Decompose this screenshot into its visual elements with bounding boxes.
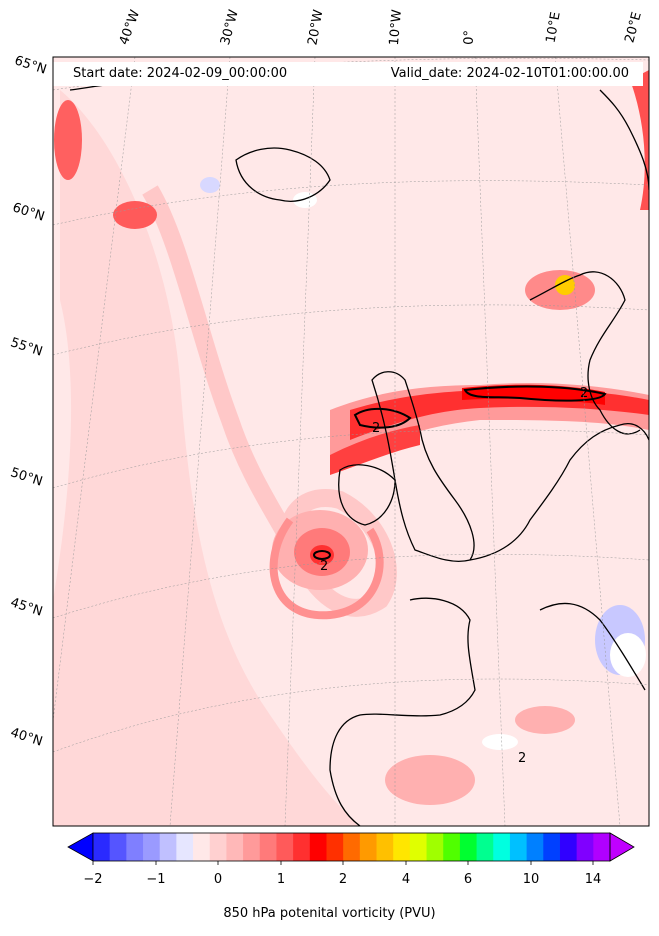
colorbar-swatch	[509, 833, 528, 861]
colorbar-swatch	[493, 833, 511, 861]
colorbar-swatch	[243, 833, 261, 861]
colorbar-border	[92, 832, 611, 862]
colorbar-swatch	[226, 833, 244, 861]
colorbar-tick-label: 10	[522, 872, 540, 887]
colorbar-swatch	[326, 833, 344, 861]
colorbar-swatch	[176, 833, 194, 861]
lon-label: 0°	[461, 29, 478, 46]
contour-label: 2	[320, 559, 328, 574]
colorbar-tick-label: 0	[213, 872, 223, 887]
colorbar-tick-label: 14	[584, 872, 602, 887]
colorbar-swatch	[359, 833, 378, 861]
colorbar-tick-label: −2	[83, 872, 103, 887]
colorbar-tick-label: 4	[401, 872, 411, 887]
colorbar-swatch	[143, 833, 161, 861]
map-frame	[52, 56, 650, 827]
lon-label: 10°W	[386, 8, 405, 47]
colorbar-tick-label: 2	[338, 872, 348, 887]
colorbar-swatch	[543, 833, 561, 861]
colorbar-swatch	[276, 833, 294, 861]
valid-date-label: Valid_date: 2024-02-10T01:00:00.00	[390, 66, 629, 81]
colorbar-swatch	[126, 833, 144, 861]
contour-label: 2	[372, 421, 380, 436]
colorbar-swatch	[476, 833, 494, 861]
colorbar-title: 850 hPa potenital vorticity (PVU)	[223, 906, 436, 921]
colorbar-swatch	[159, 833, 177, 861]
colorbar-swatch	[459, 833, 478, 861]
colorbar-swatch	[576, 833, 594, 861]
colorbar-tick-label: 6	[463, 872, 473, 887]
colorbar-swatch	[426, 833, 444, 861]
colorbar-swatch	[309, 833, 327, 861]
colorbar-swatch	[209, 833, 227, 861]
colorbar-swatch	[559, 833, 578, 861]
colorbar-swatch	[109, 833, 127, 861]
start-date-label: Start date: 2024-02-09_00:00:00	[73, 66, 288, 81]
colorbar-tick-label: 1	[276, 872, 286, 887]
colorbar-swatch	[93, 833, 111, 861]
header-strip	[53, 62, 643, 86]
colorbar-swatch	[193, 833, 211, 861]
contour-label: 2	[580, 386, 588, 401]
colorbar-swatch	[343, 833, 361, 861]
pv-contours	[313, 385, 607, 560]
colorbar-swatch	[443, 833, 461, 861]
colorbar-swatch	[293, 833, 311, 861]
colorbar-tick-label: −1	[146, 872, 166, 887]
vorticity-field: 2 2 2 2	[53, 57, 649, 826]
colorbar-extend-high	[609, 832, 635, 862]
colorbar-swatch	[409, 833, 428, 861]
colorbar-swatch	[593, 833, 611, 861]
colorbar-swatch	[376, 833, 394, 861]
graticule	[53, 57, 649, 826]
colorbar-swatch	[393, 833, 411, 861]
colorbar	[67, 832, 635, 865]
contour-label: 2	[518, 751, 526, 766]
colorbar-swatch	[259, 833, 277, 861]
colorbar-swatch	[526, 833, 544, 861]
colorbar-extend-low	[67, 832, 94, 862]
